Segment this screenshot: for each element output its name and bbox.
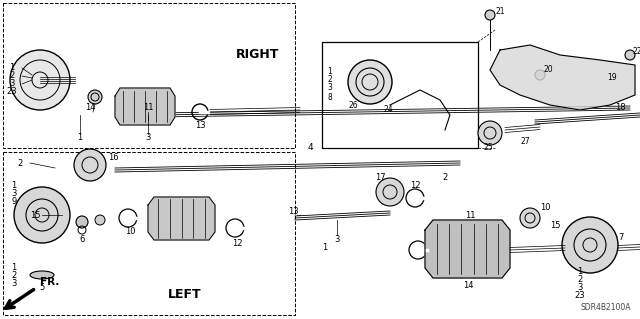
- Circle shape: [76, 216, 88, 228]
- Text: 22: 22: [632, 48, 640, 56]
- Text: 20: 20: [543, 65, 553, 75]
- Text: 8: 8: [328, 93, 332, 101]
- Circle shape: [520, 208, 540, 228]
- Circle shape: [376, 178, 404, 206]
- Polygon shape: [490, 45, 635, 110]
- Text: 1: 1: [77, 133, 83, 143]
- Text: 26: 26: [348, 100, 358, 109]
- Text: 11: 11: [465, 211, 476, 219]
- Text: 23: 23: [6, 87, 17, 97]
- Circle shape: [348, 60, 392, 104]
- Text: 4: 4: [307, 144, 313, 152]
- Text: 3: 3: [12, 279, 17, 288]
- Text: 2: 2: [17, 159, 22, 167]
- Circle shape: [485, 10, 495, 20]
- Circle shape: [478, 121, 502, 145]
- Text: 18: 18: [614, 102, 625, 112]
- Text: 3: 3: [10, 79, 15, 88]
- Circle shape: [88, 90, 102, 104]
- Text: 11: 11: [143, 103, 153, 113]
- Text: 27: 27: [520, 137, 530, 146]
- Text: 19: 19: [607, 73, 617, 83]
- Text: 3: 3: [334, 235, 340, 244]
- Text: 17: 17: [374, 174, 385, 182]
- Polygon shape: [425, 220, 510, 278]
- Ellipse shape: [30, 271, 54, 279]
- Text: 7: 7: [618, 234, 624, 242]
- Text: 25: 25: [483, 144, 493, 152]
- Circle shape: [74, 149, 106, 181]
- Text: 1: 1: [328, 68, 332, 77]
- Text: 2: 2: [442, 174, 447, 182]
- Polygon shape: [115, 88, 175, 125]
- Text: 12: 12: [410, 181, 420, 189]
- Text: 9: 9: [12, 197, 17, 205]
- Circle shape: [14, 187, 70, 243]
- Bar: [322, 42, 478, 148]
- Bar: [3, 3, 295, 148]
- Bar: [3, 152, 295, 315]
- Text: 10: 10: [125, 227, 135, 236]
- Text: LEFT: LEFT: [168, 288, 202, 301]
- Text: 2: 2: [12, 271, 17, 280]
- Text: 14: 14: [463, 280, 473, 290]
- Text: 16: 16: [108, 153, 118, 162]
- Text: 2: 2: [10, 71, 15, 80]
- Text: 15: 15: [550, 220, 560, 229]
- Text: 2: 2: [577, 276, 582, 285]
- Text: 13: 13: [288, 207, 298, 217]
- Text: 2: 2: [328, 76, 332, 85]
- Text: 1: 1: [323, 243, 328, 253]
- Text: 23: 23: [575, 292, 586, 300]
- Polygon shape: [148, 197, 215, 240]
- Text: 14: 14: [84, 103, 95, 113]
- Circle shape: [10, 50, 70, 110]
- Text: 3: 3: [577, 284, 582, 293]
- Text: 5: 5: [40, 284, 45, 293]
- Text: 10: 10: [540, 204, 550, 212]
- Text: 1: 1: [12, 181, 17, 189]
- Circle shape: [562, 217, 618, 273]
- Circle shape: [95, 215, 105, 225]
- Text: 1: 1: [577, 268, 582, 277]
- Text: 6: 6: [79, 235, 84, 244]
- Text: RIGHT: RIGHT: [236, 48, 280, 62]
- Text: 3: 3: [12, 189, 17, 197]
- Circle shape: [625, 50, 635, 60]
- Text: 24: 24: [383, 106, 393, 115]
- Text: 12: 12: [232, 239, 243, 248]
- Text: 13: 13: [195, 121, 205, 130]
- Text: SDR4B2100A: SDR4B2100A: [580, 303, 631, 313]
- Text: 15: 15: [29, 211, 40, 219]
- Text: 3: 3: [145, 133, 150, 143]
- Text: 21: 21: [495, 8, 505, 17]
- Circle shape: [535, 70, 545, 80]
- Text: 1: 1: [10, 63, 15, 72]
- Text: 1: 1: [12, 263, 17, 272]
- Text: FR.: FR.: [40, 277, 60, 287]
- Text: 3: 3: [328, 84, 332, 93]
